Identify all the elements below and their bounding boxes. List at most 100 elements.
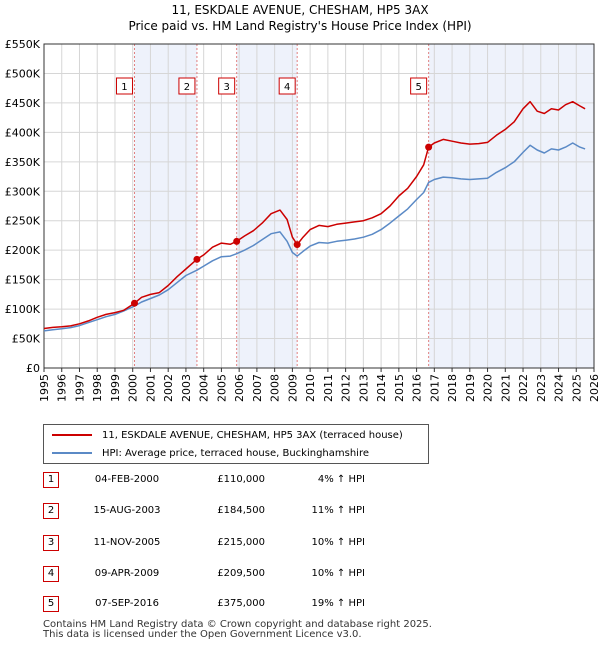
sale-label-number: 5	[415, 82, 421, 93]
transaction-date: 07-SEP-2016	[95, 598, 159, 609]
y-tick-label: £250K	[5, 215, 41, 228]
sale-label-number: 1	[121, 82, 127, 93]
sale-label-number: 4	[284, 82, 290, 93]
footer-copyright: Contains HM Land Registry data © Crown c…	[43, 619, 432, 630]
y-tick-label: £200K	[5, 244, 41, 257]
transaction-date: 09-APR-2009	[94, 568, 160, 579]
table-row: 4 09-APR-2009 £209,500 10% ↑ HPI	[43, 566, 403, 584]
x-tick-label: 2015	[393, 374, 406, 402]
x-tick-label: 2012	[340, 374, 353, 402]
x-tick-label: 2025	[570, 374, 583, 402]
x-tick-label: 2019	[464, 374, 477, 402]
x-tick-label: 2013	[357, 374, 370, 402]
y-tick-label: £350K	[5, 156, 41, 169]
chart-title: 11, ESKDALE AVENUE, CHESHAM, HP5 3AX	[171, 3, 429, 17]
x-tick-label: 2010	[304, 374, 317, 402]
hpi-line	[43, 142, 586, 332]
transaction-badge: 4	[43, 566, 59, 582]
x-tick-label: 1995	[38, 374, 51, 402]
x-tick-label: 2000	[127, 374, 140, 402]
shaded-period	[428, 44, 594, 368]
y-tick-label: £300K	[5, 185, 41, 198]
x-tick-label: 2017	[428, 374, 441, 402]
transaction-hpi-change: 10% ↑ HPI	[311, 537, 365, 548]
sale-label-box	[410, 77, 428, 95]
x-tick-label: 2006	[233, 374, 246, 402]
x-tick-label: 2022	[517, 374, 530, 402]
x-tick-label: 2021	[499, 374, 512, 402]
shaded-period	[236, 44, 298, 368]
transaction-price: £375,000	[217, 598, 265, 609]
sale-label-box	[278, 77, 296, 95]
sale-label-box	[115, 77, 133, 95]
x-tick-label: 2014	[375, 374, 388, 402]
x-tick-label: 2023	[535, 374, 548, 402]
transaction-badge: 3	[43, 535, 59, 551]
transaction-badge: 2	[43, 503, 59, 519]
price-chart: £0 £50K £100K £150K £200K £250K £300K £350K £400…	[5, 38, 600, 402]
y-tick-label: £50K	[12, 333, 41, 346]
x-tick-label: 2001	[144, 374, 157, 402]
transaction-hpi-change: 19% ↑ HPI	[311, 598, 365, 609]
table-row: 5 07-SEP-2016 £375,000 19% ↑ HPI	[43, 596, 403, 614]
x-tick-label: 2016	[411, 374, 424, 402]
sale-point	[425, 143, 433, 151]
sale-label-box	[178, 77, 196, 95]
x-tick-label: 2007	[251, 374, 264, 402]
x-tick-label: 1996	[56, 374, 69, 402]
property-line-swatch	[52, 434, 92, 436]
y-tick-label: £150K	[5, 274, 41, 287]
x-tick-label: 2002	[162, 374, 175, 402]
legend-property-label: 11, ESKDALE AVENUE, CHESHAM, HP5 3AX (te…	[102, 429, 403, 441]
transaction-badge: 5	[43, 596, 59, 612]
transaction-price: £209,500	[217, 568, 265, 579]
y-tick-label: £400K	[5, 126, 41, 139]
x-tick-label: 2004	[198, 374, 211, 402]
y-tick-label: £500K	[5, 67, 41, 80]
y-tick-label: £450K	[5, 97, 41, 110]
sale-point	[293, 241, 301, 249]
transaction-hpi-change: 11% ↑ HPI	[311, 505, 365, 516]
x-tick-label: 2008	[269, 374, 282, 402]
transaction-hpi-change: 4% ↑ HPI	[317, 474, 365, 485]
transaction-date: 11-NOV-2005	[93, 537, 161, 548]
y-tick-label: £550K	[5, 38, 41, 51]
sale-label-box	[218, 77, 236, 95]
y-tick-label: £100K	[5, 303, 41, 316]
transaction-badge: 1	[43, 472, 59, 488]
table-row: 1 04-FEB-2000 £110,000 4% ↑ HPI	[43, 472, 403, 490]
sale-point	[193, 255, 201, 263]
x-tick-label: 1999	[109, 374, 122, 402]
transaction-price: £110,000	[217, 474, 265, 485]
x-tick-label: 2009	[286, 374, 299, 402]
table-row: 2 15-AUG-2003 £184,500 11% ↑ HPI	[43, 503, 403, 521]
shaded-period	[134, 44, 197, 368]
x-tick-label: 2024	[553, 374, 566, 402]
chart-legend: 11, ESKDALE AVENUE, CHESHAM, HP5 3AX (te…	[43, 424, 429, 464]
sale-label-number: 3	[223, 82, 229, 93]
sale-label-number: 2	[184, 82, 190, 93]
x-tick-label: 1998	[91, 374, 104, 402]
transaction-date: 15-AUG-2003	[93, 505, 161, 516]
table-row: 3 11-NOV-2005 £215,000 10% ↑ HPI	[43, 535, 403, 553]
sale-point	[233, 237, 241, 245]
transaction-price: £215,000	[217, 537, 265, 548]
x-tick-label: 2020	[482, 374, 495, 402]
x-tick-label: 2003	[180, 374, 193, 402]
x-tick-label: 1997	[73, 374, 86, 402]
legend-item-property: 11, ESKDALE AVENUE, CHESHAM, HP5 3AX (te…	[52, 427, 403, 443]
chart-subtitle: Price paid vs. HM Land Registry's House …	[128, 19, 472, 33]
sale-point	[130, 299, 138, 307]
footer-license: This data is licensed under the Open Gov…	[43, 629, 362, 640]
legend-item-hpi: HPI: Average price, terraced house, Buck…	[52, 445, 369, 461]
plot-frame	[43, 43, 595, 369]
y-tick-label: £0	[26, 362, 40, 375]
x-tick-label: 2011	[322, 374, 335, 402]
legend-hpi-label: HPI: Average price, terraced house, Buck…	[102, 447, 370, 459]
x-tick-label: 2026	[588, 374, 600, 402]
transaction-date: 04-FEB-2000	[94, 474, 160, 485]
transaction-hpi-change: 10% ↑ HPI	[311, 568, 365, 579]
x-tick-label: 2005	[215, 374, 228, 402]
attribution-footer: Contains HM Land Registry data © Crown c…	[43, 620, 432, 640]
transaction-price: £184,500	[217, 505, 265, 516]
